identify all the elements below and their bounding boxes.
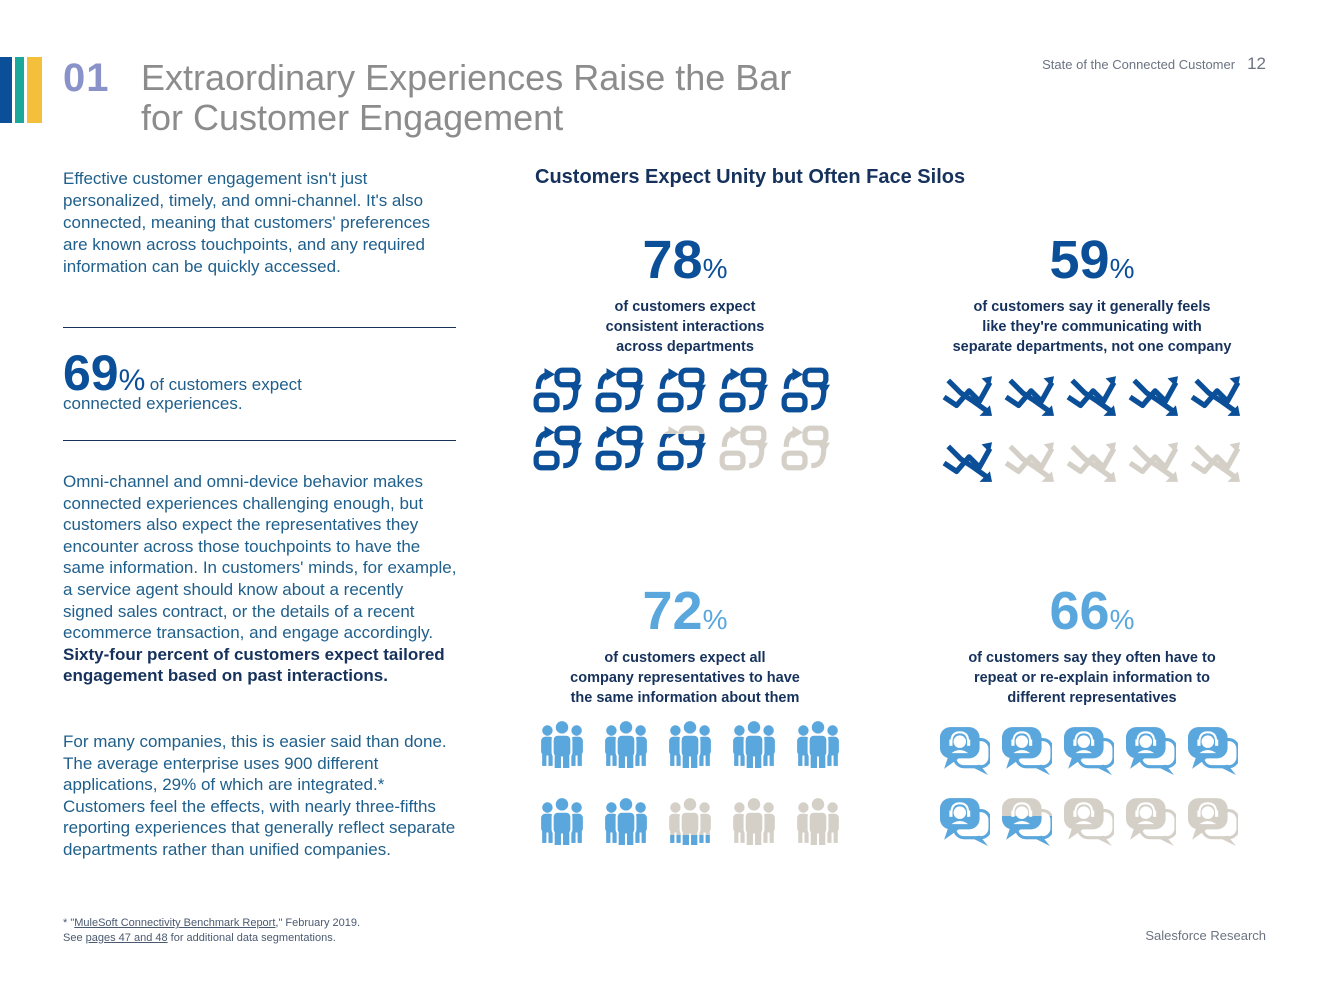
body-2-bold: Sixty-four percent of customers expect t… xyxy=(63,644,445,686)
stat-78: 78% of customers expect consistent inter… xyxy=(515,232,855,357)
stat-66-caption-1: of customers say they often have to xyxy=(968,650,1216,666)
stat-78-caption-2: consistent interactions xyxy=(605,319,765,335)
stat-59-caption-1: of customers say it generally feels xyxy=(973,299,1211,315)
people-group-icon xyxy=(537,795,587,845)
accent-bars xyxy=(0,57,42,123)
divider-top xyxy=(63,327,456,328)
crossed-arrows-icon xyxy=(1190,436,1240,486)
body-paragraph-3: For many companies, this is easier said … xyxy=(63,732,456,859)
title-line-1: Extraordinary Experiences Raise the Bar xyxy=(141,57,792,98)
footnote-date: ," February 2019. xyxy=(275,917,361,929)
stat-72-caption-2: company representatives to have xyxy=(570,670,800,686)
sync-arrows-icon xyxy=(594,424,644,474)
sync-arrows-icon xyxy=(532,366,582,416)
page-number: 12 xyxy=(1247,54,1266,73)
chart-title: Customers Expect Unity but Often Face Si… xyxy=(535,166,966,188)
sync-arrows-icon xyxy=(656,424,706,474)
sync-arrows-icon xyxy=(718,424,768,474)
people-group-icon xyxy=(665,795,715,845)
stat-59: 59% of customers say it generally feels … xyxy=(922,232,1262,357)
sync-arrows-icon xyxy=(532,424,582,474)
footer-brand: Salesforce Research xyxy=(1145,928,1266,943)
divider-bottom xyxy=(63,440,456,441)
crossed-arrows-icon xyxy=(1066,436,1116,486)
stat-78-value: 78 xyxy=(642,230,703,290)
sync-arrows-icon xyxy=(656,366,706,416)
crossed-arrows-icon xyxy=(942,370,992,420)
agent-chat-icon xyxy=(940,725,990,775)
stat-69-number: 69 xyxy=(63,345,119,401)
footnote-see: See xyxy=(63,932,86,944)
stat-66-unit: % xyxy=(1109,604,1135,635)
stat-72-unit: % xyxy=(702,604,728,635)
stat-72: 72% of customers expect all company repr… xyxy=(515,583,855,708)
people-group-icon xyxy=(665,718,715,768)
agent-chat-icon xyxy=(1126,725,1176,775)
page-title: Extraordinary Experiences Raise the Bar … xyxy=(141,58,861,138)
agent-chat-icon xyxy=(940,796,990,846)
accent-bar-blue xyxy=(0,57,12,123)
sync-arrows-icon xyxy=(718,366,768,416)
accent-bar-yellow xyxy=(27,57,42,123)
accent-bar-teal xyxy=(15,57,24,123)
crossed-arrows-icon xyxy=(1190,370,1240,420)
footnote-link-pages[interactable]: pages 47 and 48 xyxy=(85,932,168,944)
people-group-icon xyxy=(729,718,779,768)
section-number: 01 xyxy=(63,56,110,100)
agent-chat-icon xyxy=(1188,796,1238,846)
stat-69-block: 69% of customers expect connected experi… xyxy=(63,346,458,414)
stat-78-caption-1: of customers expect xyxy=(614,299,756,315)
body-2-text: Omni-channel and omni-device behavior ma… xyxy=(63,472,457,643)
stat-69-text-a: of customers expect xyxy=(149,375,302,394)
sync-arrows-icon xyxy=(780,366,830,416)
stat-69-text-b: connected experiences xyxy=(63,394,238,413)
stat-66: 66% of customers say they often have to … xyxy=(922,583,1262,708)
footnote: * "MuleSoft Connectivity Benchmark Repor… xyxy=(63,916,360,946)
people-group-icon xyxy=(729,795,779,845)
stat-59-value: 59 xyxy=(1049,230,1110,290)
stat-59-caption-2: like they're communicating with xyxy=(982,319,1202,335)
crossed-arrows-icon xyxy=(1004,370,1054,420)
agent-chat-icon xyxy=(1064,725,1114,775)
stat-72-caption-3: the same information about them xyxy=(570,690,800,706)
body-paragraph-2: Omni-channel and omni-device behavior ma… xyxy=(63,471,458,687)
people-group-icon xyxy=(793,795,843,845)
stat-72-caption-1: of customers expect all xyxy=(604,650,766,666)
crossed-arrows-icon xyxy=(1066,370,1116,420)
stat-66-caption-2: repeat or re-explain information to xyxy=(973,670,1211,686)
people-group-icon xyxy=(537,718,587,768)
agent-chat-icon xyxy=(1064,796,1114,846)
crossed-arrows-icon xyxy=(1128,436,1178,486)
sync-arrows-icon xyxy=(594,366,644,416)
footnote-marker: * " xyxy=(63,917,75,929)
stat-78-caption-3: across departments xyxy=(616,339,754,355)
stat-66-value: 66 xyxy=(1049,581,1110,641)
stat-69-percent: % xyxy=(118,364,146,397)
agent-chat-icon xyxy=(1188,725,1238,775)
accent-bar-white xyxy=(12,57,15,123)
agent-chat-icon xyxy=(1002,725,1052,775)
stat-69-text-c: . xyxy=(237,394,243,413)
stat-59-unit: % xyxy=(1109,253,1135,284)
stat-78-unit: % xyxy=(702,253,728,284)
stat-59-caption-3: separate departments, not one company xyxy=(952,339,1232,355)
crossed-arrows-icon xyxy=(1128,370,1178,420)
agent-chat-icon xyxy=(1002,796,1052,846)
crossed-arrows-icon xyxy=(942,436,992,486)
people-group-icon xyxy=(793,718,843,768)
footnote-after: for additional data segmentations. xyxy=(167,932,336,944)
agent-chat-icon xyxy=(1126,796,1176,846)
crossed-arrows-icon xyxy=(1004,436,1054,486)
stat-66-caption-3: different representatives xyxy=(1007,690,1177,706)
document-name: State of the Connected Customer xyxy=(1042,57,1236,72)
people-group-icon xyxy=(601,718,651,768)
accent-bar-white-2 xyxy=(24,57,27,123)
title-line-2: for Customer Engagement xyxy=(141,97,564,138)
footnote-link-report[interactable]: MuleSoft Connectivity Benchmark Report xyxy=(74,917,276,929)
sync-arrows-icon xyxy=(780,424,830,474)
running-header: State of the Connected Customer 12 xyxy=(1042,54,1266,74)
intro-paragraph: Effective customer engagement isn't just… xyxy=(63,169,431,276)
people-group-icon xyxy=(601,795,651,845)
stat-72-value: 72 xyxy=(642,581,703,641)
